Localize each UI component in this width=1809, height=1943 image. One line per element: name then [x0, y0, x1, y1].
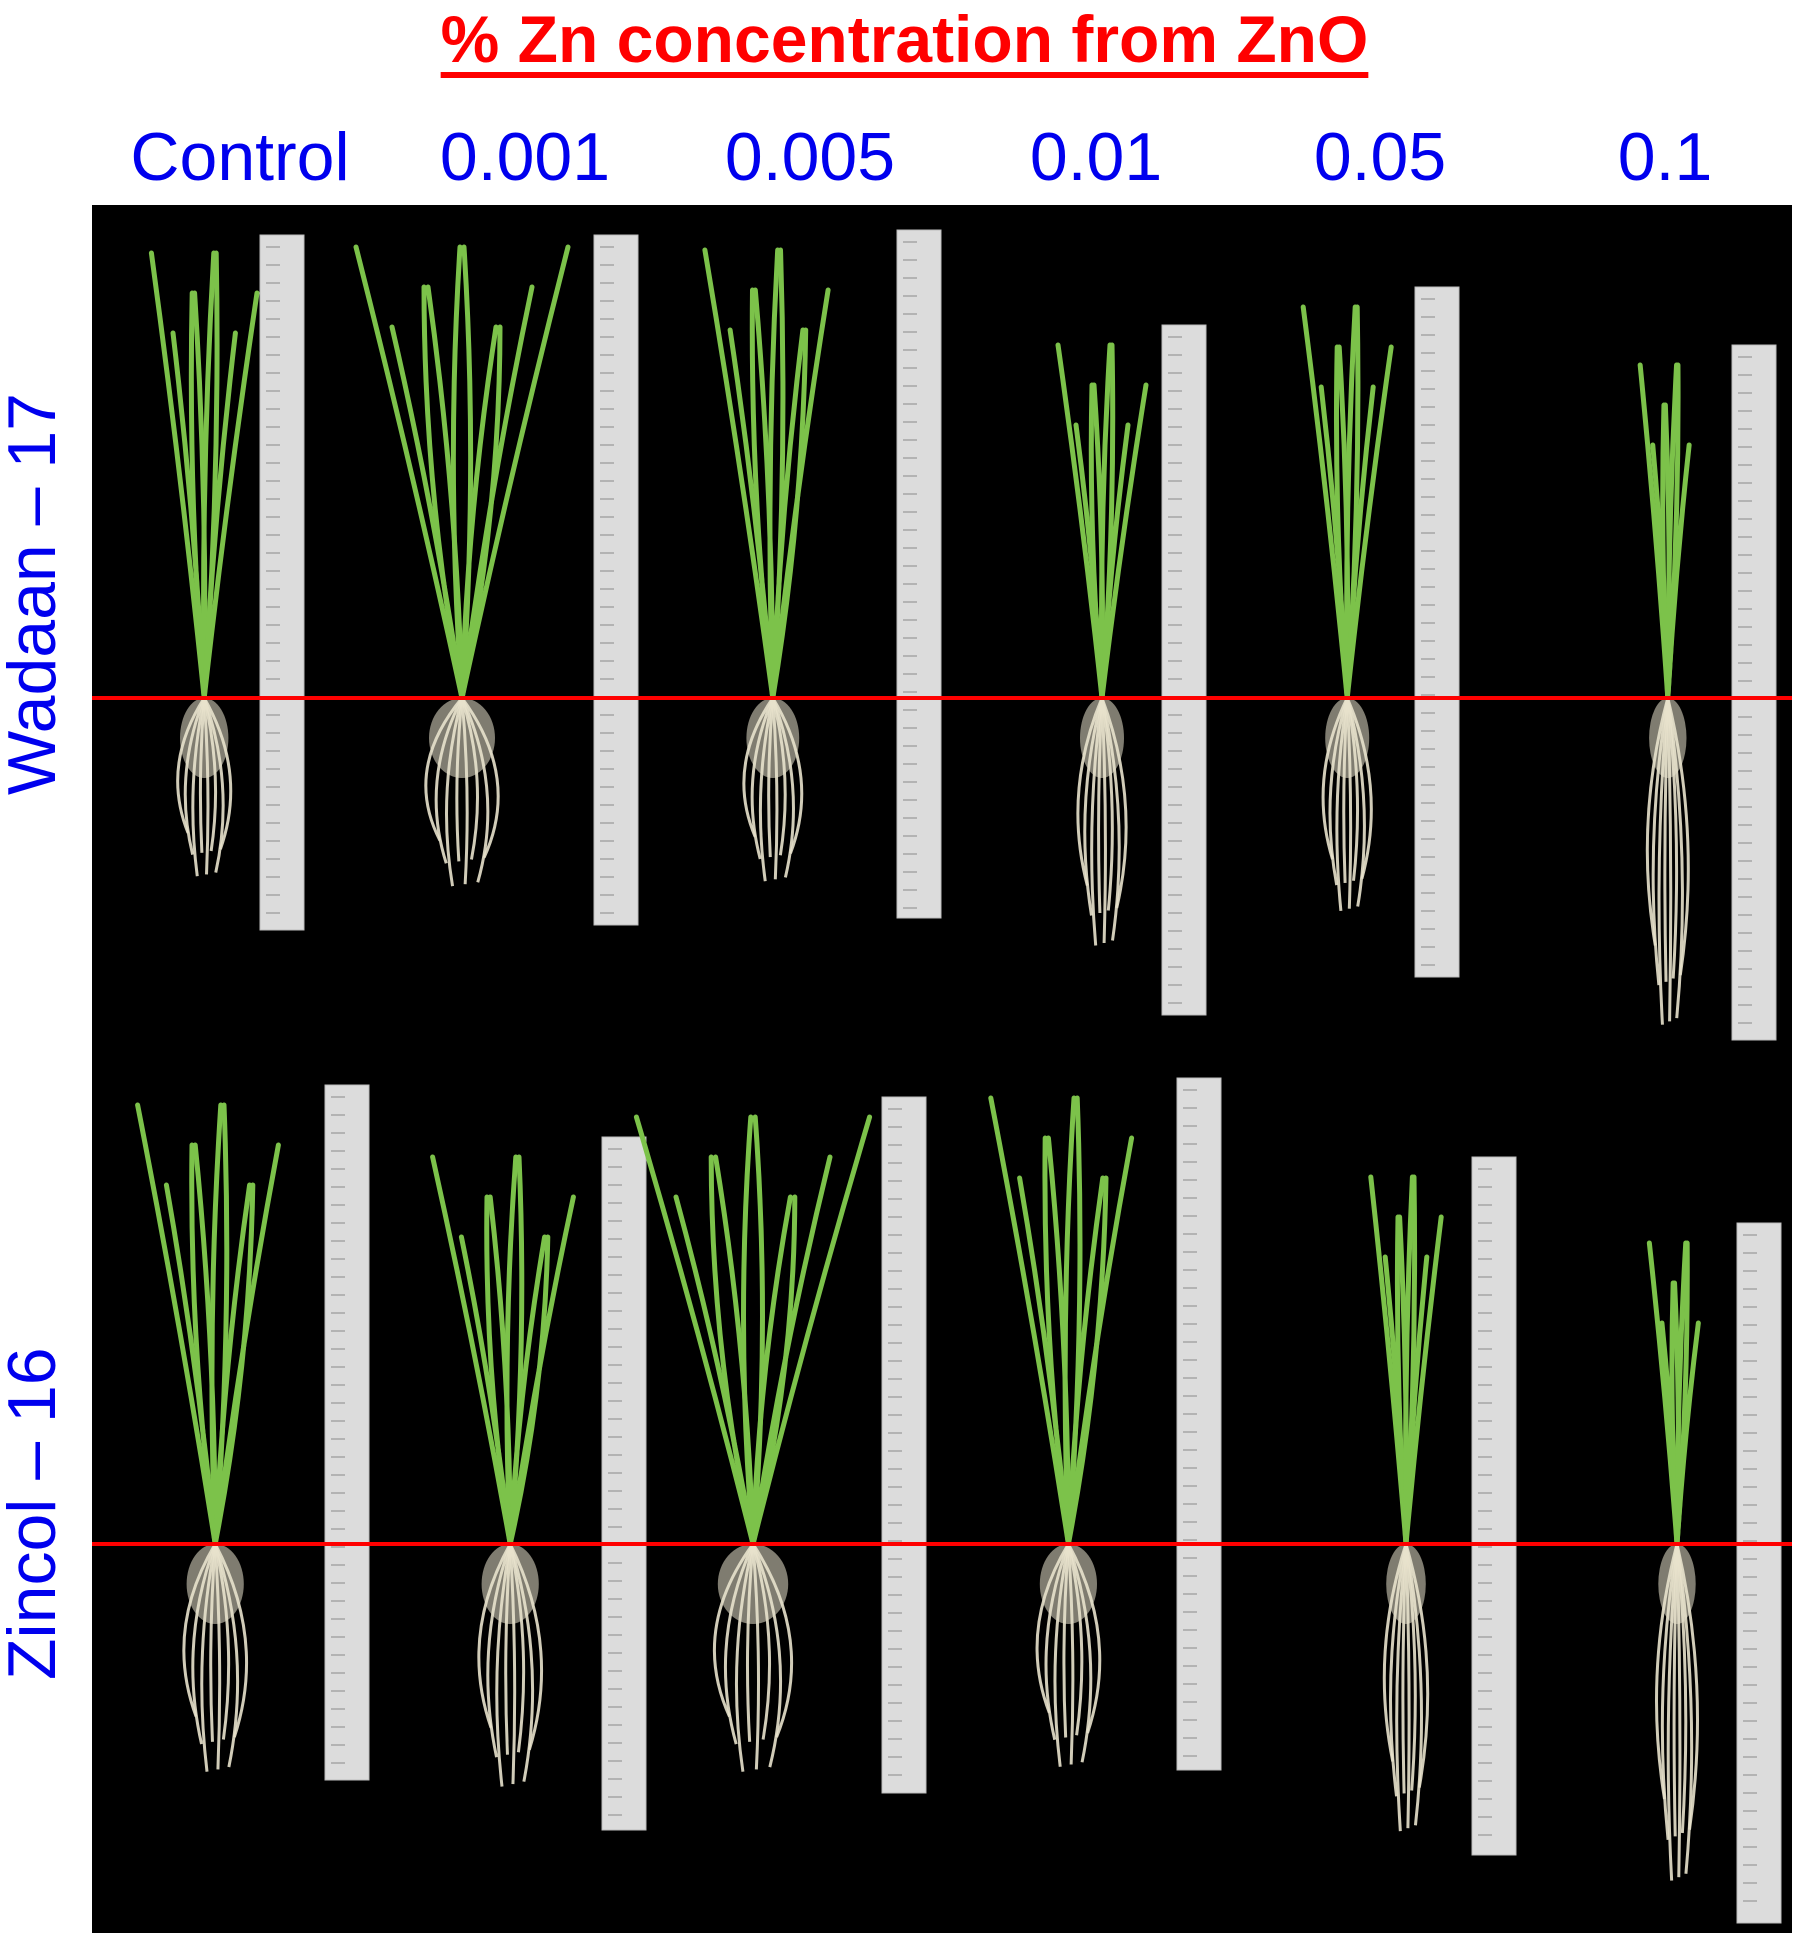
- ruler: [1736, 1222, 1782, 1924]
- leaf: [633, 1114, 756, 1547]
- root-mass: [1649, 698, 1687, 778]
- root-mass: [1080, 698, 1124, 778]
- leaf: [201, 250, 220, 701]
- leaf: [770, 327, 809, 701]
- ruler: [1414, 286, 1460, 978]
- ruler: [1731, 344, 1777, 1041]
- leaf: [507, 1234, 551, 1547]
- leaf: [750, 1114, 765, 1547]
- column-label-0.001: 0.001: [439, 119, 611, 195]
- root-mass: [429, 698, 495, 778]
- leaf: [750, 1114, 873, 1547]
- leaf: [988, 1095, 1071, 1547]
- root-mass: [481, 1544, 539, 1624]
- leaf: [1017, 1175, 1071, 1547]
- ruler: [601, 1136, 647, 1831]
- leaf: [425, 284, 465, 701]
- root-mass: [186, 1544, 244, 1624]
- leaf: [673, 1194, 756, 1547]
- leaf: [1099, 382, 1149, 701]
- ruler: [881, 1096, 927, 1794]
- ruler: [324, 1084, 370, 1781]
- leaf: [430, 1154, 513, 1547]
- ruler: [1161, 324, 1207, 1016]
- leaf: [201, 290, 260, 701]
- leaf: [459, 244, 571, 701]
- leaf: [389, 324, 465, 701]
- leaf: [163, 1182, 218, 1547]
- leaf: [727, 327, 776, 701]
- leaf: [1344, 344, 1394, 701]
- leaf: [212, 1102, 230, 1547]
- leaf: [1065, 1095, 1083, 1547]
- root-mass: [1325, 698, 1370, 778]
- leaf: [212, 1182, 256, 1547]
- leaf: [192, 290, 208, 701]
- leaf: [507, 1154, 525, 1547]
- leaf: [458, 1234, 513, 1547]
- leaf: [1045, 1135, 1071, 1547]
- leaf: [1674, 1240, 1690, 1547]
- root-mass: [1039, 1544, 1097, 1624]
- leaf: [1065, 1175, 1109, 1547]
- plants-illustration: [92, 229, 1792, 1924]
- leaf: [713, 1154, 756, 1547]
- root-mass: [746, 698, 800, 778]
- leaf: [459, 244, 474, 701]
- ruler: [1176, 1077, 1222, 1771]
- ruler: [593, 234, 639, 926]
- column-label-control: Control: [130, 119, 350, 195]
- leaf: [135, 1102, 218, 1547]
- root-mass: [1658, 1544, 1696, 1624]
- column-label-0.1: 0.1: [1617, 119, 1713, 195]
- ruler: [896, 229, 942, 919]
- leaf: [353, 244, 465, 701]
- leaf: [1403, 1214, 1444, 1547]
- row-label-zincol: Zincol – 16: [0, 1347, 70, 1680]
- column-label-0.05: 0.05: [1313, 119, 1447, 195]
- root-mass: [717, 1544, 789, 1624]
- leaf: [752, 287, 776, 701]
- ruler: [259, 234, 305, 931]
- leaf: [702, 247, 776, 701]
- photo-panel: [92, 205, 1792, 1933]
- figure-title: % Zn concentration from ZnO: [440, 2, 1369, 76]
- leaf: [770, 247, 786, 701]
- row-label-wadaan: Wadaan – 17: [0, 393, 70, 795]
- leaf: [487, 1194, 513, 1547]
- ruler: [1471, 1156, 1517, 1856]
- leaf: [1665, 362, 1681, 701]
- root-mass: [180, 698, 229, 778]
- column-label-0.005: 0.005: [724, 119, 896, 195]
- root-mass: [1386, 1544, 1426, 1624]
- column-label-0.01: 0.01: [1029, 119, 1163, 195]
- leaf: [192, 1142, 218, 1547]
